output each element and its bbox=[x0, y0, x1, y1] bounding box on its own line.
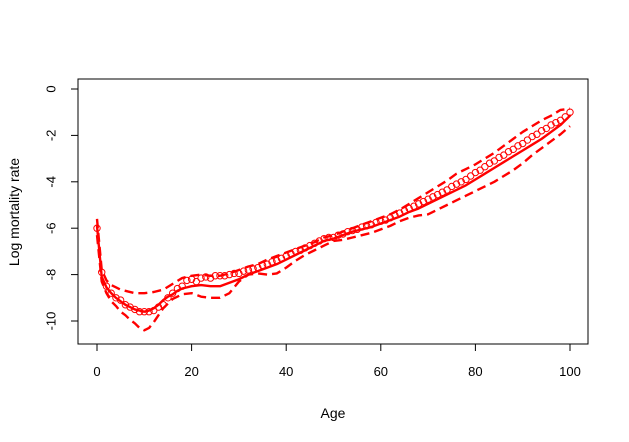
data-point bbox=[533, 130, 541, 138]
data-point bbox=[197, 274, 205, 282]
x-axis-title: Age bbox=[321, 405, 346, 421]
data-point bbox=[433, 190, 442, 199]
data-point bbox=[537, 127, 546, 135]
y-tick-label: 0 bbox=[43, 85, 58, 92]
series-layer bbox=[93, 107, 574, 332]
data-point bbox=[509, 145, 517, 154]
y-tick-label: -8 bbox=[43, 269, 58, 281]
data-point bbox=[542, 124, 551, 133]
data-point bbox=[490, 157, 499, 165]
data-point bbox=[239, 267, 248, 275]
data-point bbox=[495, 153, 503, 162]
plot-frame bbox=[77, 78, 589, 345]
data-point bbox=[126, 303, 134, 311]
data-point bbox=[519, 139, 527, 148]
y-tick-label: -6 bbox=[43, 222, 58, 234]
data-point bbox=[485, 159, 494, 167]
data-point bbox=[438, 188, 446, 196]
x-axis: 0 20 40 60 80 100 bbox=[93, 343, 581, 379]
data-point bbox=[183, 276, 191, 285]
x-tick-label: 0 bbox=[93, 364, 100, 379]
data-point bbox=[566, 108, 574, 116]
x-tick-label: 60 bbox=[374, 364, 388, 379]
y-axis-title: Log mortality rate bbox=[6, 158, 22, 266]
data-point bbox=[547, 121, 555, 129]
x-tick-label: 40 bbox=[279, 364, 293, 379]
fitted-curve bbox=[95, 114, 572, 313]
observed-points bbox=[93, 108, 574, 316]
data-point bbox=[504, 147, 513, 156]
data-point bbox=[481, 163, 489, 171]
confidence-band-line bbox=[95, 125, 571, 332]
data-point bbox=[202, 273, 210, 281]
data-point bbox=[466, 172, 475, 180]
data-point bbox=[448, 182, 456, 191]
data-point bbox=[102, 282, 111, 290]
x-tick-label: 100 bbox=[559, 364, 581, 379]
data-point bbox=[471, 168, 480, 177]
data-point bbox=[121, 301, 130, 309]
data-point bbox=[230, 269, 238, 278]
y-tick-label: -2 bbox=[43, 130, 58, 142]
y-tick-label: -10 bbox=[43, 312, 58, 331]
data-point bbox=[476, 166, 484, 174]
data-point bbox=[452, 180, 461, 188]
data-point bbox=[429, 193, 437, 201]
data-point bbox=[523, 136, 532, 144]
data-point bbox=[514, 142, 522, 150]
data-point bbox=[443, 186, 451, 194]
data-point bbox=[457, 178, 465, 186]
data-point bbox=[552, 118, 560, 127]
data-point bbox=[462, 175, 470, 184]
data-point bbox=[414, 200, 423, 208]
data-point bbox=[500, 151, 508, 159]
confidence-band-line bbox=[95, 107, 571, 295]
x-tick-label: 20 bbox=[184, 364, 198, 379]
x-tick-label: 80 bbox=[468, 364, 482, 379]
data-point bbox=[424, 195, 432, 203]
y-tick-label: -4 bbox=[43, 176, 58, 188]
data-point bbox=[528, 132, 536, 141]
data-point bbox=[419, 197, 428, 206]
data-point bbox=[112, 294, 120, 302]
y-axis: 0 -2 -4 -6 -8 -10 bbox=[43, 85, 79, 331]
data-point bbox=[107, 289, 115, 297]
